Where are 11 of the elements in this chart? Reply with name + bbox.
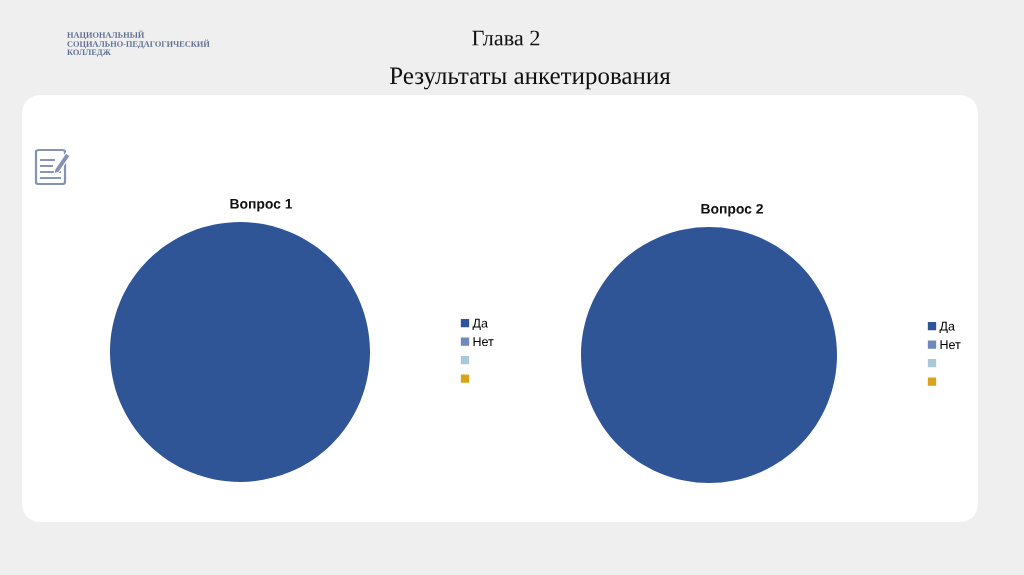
text: СОЦИАЛЬНО-ПЕДАГОГИЧЕСКИЙ (67, 39, 210, 49)
text: КОЛЛЕДЖ (67, 49, 111, 57)
text: НАЦИОНАЛЬНЫЙ (67, 30, 145, 40)
text: Глава 2 (472, 30, 540, 46)
text: Результаты анкетирования (389, 67, 671, 90)
legend-label: Да (472, 318, 488, 330)
legend-label: Да (939, 321, 955, 333)
chart-title: Вопрос 1 (230, 199, 293, 212)
chart-title: Вопрос 2 (701, 203, 763, 217)
legend-label: Нет (473, 337, 494, 347)
legend-label: Нет (940, 340, 961, 350)
